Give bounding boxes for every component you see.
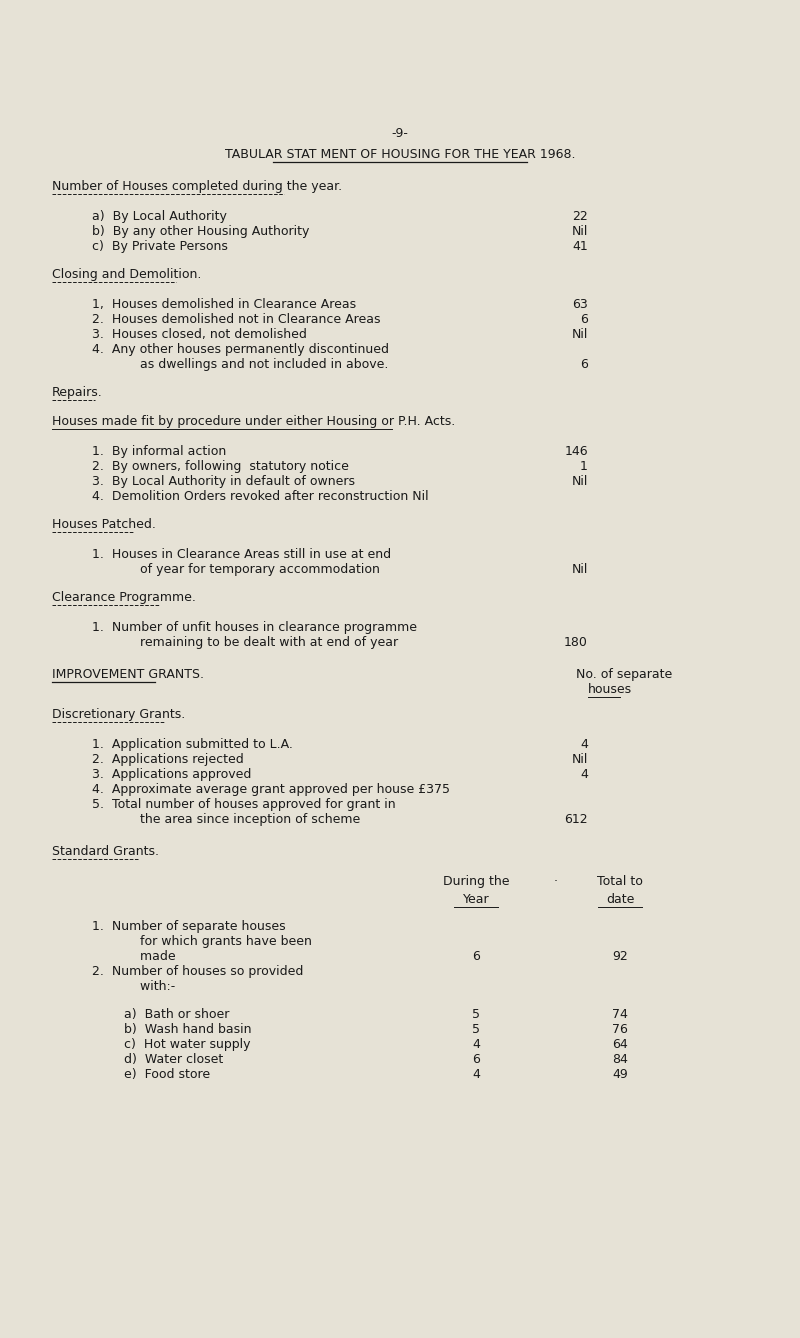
Text: -9-: -9- [391, 127, 409, 140]
Text: houses: houses [588, 682, 632, 696]
Text: 4: 4 [580, 768, 588, 781]
Text: Discretionary Grants.: Discretionary Grants. [52, 708, 186, 721]
Text: 612: 612 [564, 814, 588, 826]
Text: Total to: Total to [597, 875, 643, 888]
Text: 1.  Houses in Clearance Areas still in use at end: 1. Houses in Clearance Areas still in us… [92, 549, 391, 561]
Text: 146: 146 [564, 446, 588, 458]
Text: 4: 4 [472, 1068, 480, 1081]
Text: 3.  Houses closed, not demolished: 3. Houses closed, not demolished [92, 328, 307, 341]
Text: remaining to be dealt with at end of year: remaining to be dealt with at end of yea… [124, 636, 398, 649]
Text: 1.  Number of unfit houses in clearance programme: 1. Number of unfit houses in clearance p… [92, 621, 417, 634]
Text: 4.  Approximate average grant approved per house £375: 4. Approximate average grant approved pe… [92, 783, 450, 796]
Text: 1.  Application submitted to L.A.: 1. Application submitted to L.A. [92, 739, 293, 751]
Text: 2.  Number of houses so provided: 2. Number of houses so provided [92, 965, 303, 978]
Text: Standard Grants.: Standard Grants. [52, 846, 159, 858]
Text: 64: 64 [612, 1038, 628, 1052]
Text: date: date [606, 892, 634, 906]
Text: e)  Food store: e) Food store [124, 1068, 210, 1081]
Text: c)  By Private Persons: c) By Private Persons [92, 240, 228, 253]
Text: 1: 1 [580, 460, 588, 474]
Text: 3.  By Local Authority in default of owners: 3. By Local Authority in default of owne… [92, 475, 355, 488]
Text: d)  Water closet: d) Water closet [124, 1053, 223, 1066]
Text: 5: 5 [472, 1024, 480, 1036]
Text: Nil: Nil [572, 328, 588, 341]
Text: Year: Year [462, 892, 490, 906]
Text: 1.  Number of separate houses: 1. Number of separate houses [92, 921, 286, 933]
Text: 74: 74 [612, 1008, 628, 1021]
Text: 4: 4 [472, 1038, 480, 1052]
Text: with:-: with:- [124, 979, 175, 993]
Text: made: made [124, 950, 176, 963]
Text: 5: 5 [472, 1008, 480, 1021]
Text: 2.  Applications rejected: 2. Applications rejected [92, 753, 244, 765]
Text: Number of Houses completed during the year.: Number of Houses completed during the ye… [52, 181, 342, 193]
Text: 5.  Total number of houses approved for grant in: 5. Total number of houses approved for g… [92, 797, 396, 811]
Text: During the: During the [442, 875, 510, 888]
Text: 4.  Any other houses permanently discontinued: 4. Any other houses permanently disconti… [92, 343, 389, 356]
Text: Nil: Nil [572, 475, 588, 488]
Text: 1,  Houses demolished in Clearance Areas: 1, Houses demolished in Clearance Areas [92, 298, 356, 310]
Text: 6: 6 [580, 359, 588, 371]
Text: IMPROVEMENT GRANTS.: IMPROVEMENT GRANTS. [52, 668, 204, 681]
Text: 84: 84 [612, 1053, 628, 1066]
Text: a)  By Local Authority: a) By Local Authority [92, 210, 227, 223]
Text: 4: 4 [580, 739, 588, 751]
Text: for which grants have been: for which grants have been [124, 935, 312, 949]
Text: b)  Wash hand basin: b) Wash hand basin [124, 1024, 251, 1036]
Text: 22: 22 [572, 210, 588, 223]
Text: Nil: Nil [572, 563, 588, 575]
Text: 180: 180 [564, 636, 588, 649]
Text: TABULAR STAT MENT OF HOUSING FOR THE YEAR 1968.: TABULAR STAT MENT OF HOUSING FOR THE YEA… [225, 149, 575, 161]
Text: 63: 63 [572, 298, 588, 310]
Text: 6: 6 [472, 950, 480, 963]
Text: a)  Bath or shoer: a) Bath or shoer [124, 1008, 230, 1021]
Text: ·: · [554, 875, 558, 888]
Text: Closing and Demolition.: Closing and Demolition. [52, 268, 202, 281]
Text: 41: 41 [572, 240, 588, 253]
Text: 2.  Houses demolished not in Clearance Areas: 2. Houses demolished not in Clearance Ar… [92, 313, 381, 326]
Text: 92: 92 [612, 950, 628, 963]
Text: Houses Patched.: Houses Patched. [52, 518, 156, 531]
Text: 4.  Demolition Orders revoked after reconstruction Nil: 4. Demolition Orders revoked after recon… [92, 490, 429, 503]
Text: 1.  By informal action: 1. By informal action [92, 446, 226, 458]
Text: Nil: Nil [572, 225, 588, 238]
Text: c)  Hot water supply: c) Hot water supply [124, 1038, 250, 1052]
Text: 49: 49 [612, 1068, 628, 1081]
Text: 6: 6 [580, 313, 588, 326]
Text: Nil: Nil [572, 753, 588, 765]
Text: Houses made fit by procedure under either Housing or P.H. Acts.: Houses made fit by procedure under eithe… [52, 415, 455, 428]
Text: Repairs.: Repairs. [52, 385, 102, 399]
Text: No. of separate: No. of separate [576, 668, 672, 681]
Text: the area since inception of scheme: the area since inception of scheme [124, 814, 360, 826]
Text: 3.  Applications approved: 3. Applications approved [92, 768, 251, 781]
Text: 6: 6 [472, 1053, 480, 1066]
Text: 2.  By owners, following  statutory notice: 2. By owners, following statutory notice [92, 460, 349, 474]
Text: b)  By any other Housing Authority: b) By any other Housing Authority [92, 225, 310, 238]
Text: Clearance Programme.: Clearance Programme. [52, 591, 196, 603]
Text: 76: 76 [612, 1024, 628, 1036]
Text: of year for temporary accommodation: of year for temporary accommodation [124, 563, 380, 575]
Text: as dwellings and not included in above.: as dwellings and not included in above. [124, 359, 388, 371]
